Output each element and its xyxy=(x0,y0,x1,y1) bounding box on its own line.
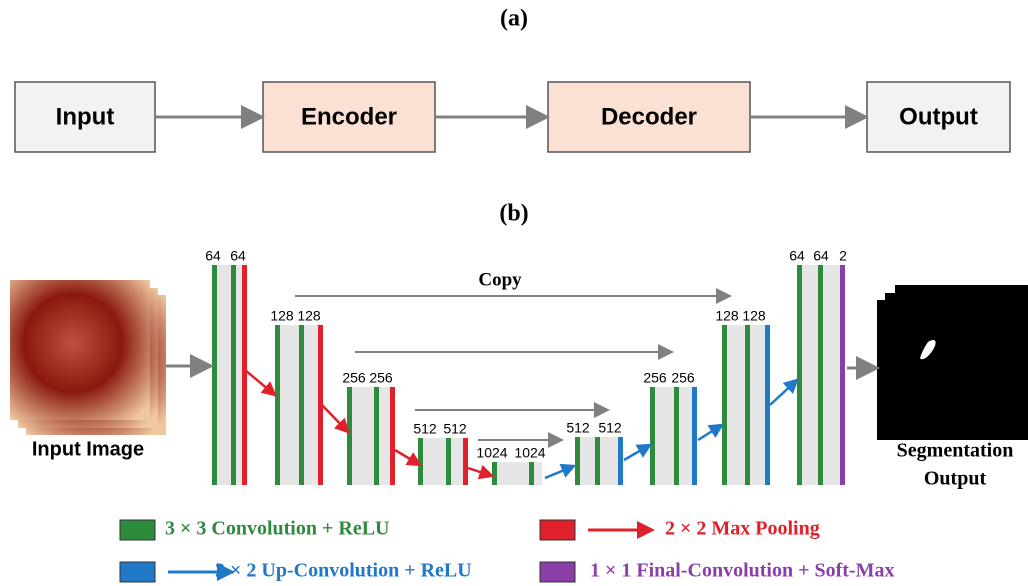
layer-bar xyxy=(390,387,395,485)
channel-label: 512 xyxy=(413,421,437,437)
channel-label: 256 xyxy=(643,370,667,386)
legend-label: 2 × 2 Up-Convolution + ReLU xyxy=(215,560,472,582)
channel-label: 64 xyxy=(813,248,829,264)
legend-swatch xyxy=(120,562,155,582)
arrow xyxy=(245,370,275,395)
layer-bar xyxy=(692,387,697,485)
input-label: Input Image xyxy=(32,438,144,460)
channel-label: 2 xyxy=(839,248,847,264)
unet-diagram: Input Image Segmentation Output Copy 64 6… xyxy=(10,248,1028,582)
channel-label: 1024 xyxy=(514,445,545,461)
panel-label: (a) xyxy=(500,6,528,32)
layer-bar xyxy=(275,325,280,485)
channel-label: 1024 xyxy=(476,445,507,461)
channel-label: 256 xyxy=(369,370,393,386)
layer-bar xyxy=(650,387,655,485)
layer-bar xyxy=(212,265,217,485)
arrow xyxy=(770,380,797,405)
layer-bar xyxy=(492,462,497,485)
layer-bar xyxy=(418,438,423,485)
layer-bar xyxy=(446,438,451,485)
channel-label: 256 xyxy=(671,370,695,386)
box-label: Decoder xyxy=(601,103,697,130)
channel-label: 512 xyxy=(566,420,590,436)
layer-bar xyxy=(818,265,823,485)
legend-swatch xyxy=(540,520,575,540)
figure: (a) (b) Input Encoder Decoder Output Input … xyxy=(0,0,1028,586)
legend-swatch xyxy=(120,520,155,540)
arrow xyxy=(395,450,420,465)
channel-label: 512 xyxy=(443,421,467,437)
channel-label: 128 xyxy=(297,308,321,324)
legend-swatch xyxy=(540,562,575,582)
legend-label: 3 × 3 Convolution + ReLU xyxy=(165,518,389,540)
copy-label: Copy xyxy=(478,269,522,290)
arrow xyxy=(322,405,348,432)
output-label: Segmentation xyxy=(897,440,1014,462)
legend-label: 1 × 1 Final-Convolution + Soft-Max xyxy=(590,560,894,582)
layer-bar xyxy=(299,325,304,485)
arrow xyxy=(545,466,574,478)
channel-label: 64 xyxy=(230,248,246,264)
layer-bar xyxy=(575,437,580,485)
arrow xyxy=(698,425,722,440)
output-label: Output xyxy=(924,468,987,490)
layer-bar xyxy=(674,387,679,485)
output-image xyxy=(877,300,1028,440)
box-label: Output xyxy=(899,103,978,130)
channel-label: 128 xyxy=(715,308,739,324)
box-label: Encoder xyxy=(301,103,397,130)
layer-bar xyxy=(722,325,727,485)
channel-label: 128 xyxy=(742,308,766,324)
arrow xyxy=(468,468,492,476)
feature-map xyxy=(492,462,542,485)
layer-bar xyxy=(595,437,600,485)
arrow xyxy=(624,445,650,460)
layer-bar xyxy=(765,325,770,485)
channel-label: 64 xyxy=(789,248,805,264)
layer-bar xyxy=(374,387,379,485)
feature-map xyxy=(212,265,247,485)
feature-map xyxy=(650,387,697,485)
channel-label: 256 xyxy=(342,370,366,386)
box-label: Input xyxy=(56,103,115,130)
panel-label: (b) xyxy=(499,201,528,227)
layer-bar xyxy=(745,325,750,485)
feature-map xyxy=(347,387,395,485)
feature-map xyxy=(418,438,468,485)
layer-bar xyxy=(529,462,534,485)
layer-bar xyxy=(231,265,236,485)
legend-label: 2 × 2 Max Pooling xyxy=(665,518,820,540)
channel-label: 64 xyxy=(205,248,221,264)
input-image xyxy=(10,280,150,420)
layer-bar xyxy=(463,438,468,485)
layer-bar xyxy=(840,265,845,485)
layer-bar xyxy=(347,387,352,485)
layer-bar xyxy=(242,265,247,485)
channel-label: 512 xyxy=(598,420,622,436)
layer-bar xyxy=(618,437,623,485)
layer-bar xyxy=(797,265,802,485)
channel-label: 128 xyxy=(270,308,294,324)
